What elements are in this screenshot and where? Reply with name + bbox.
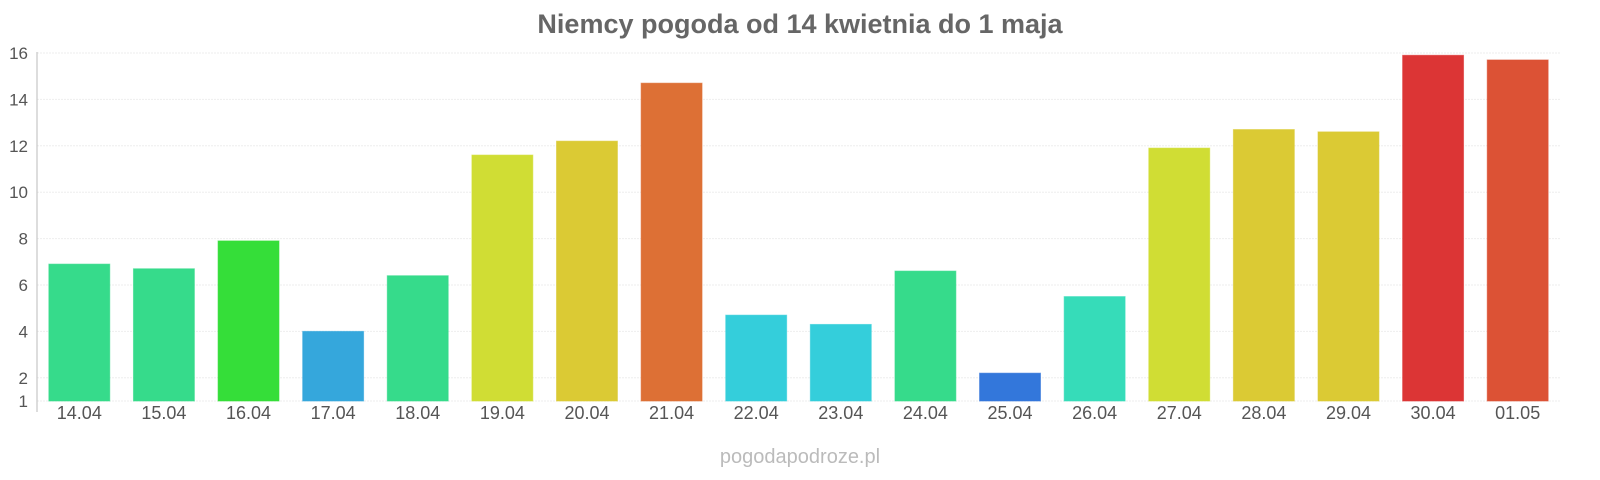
grid-lines [37, 52, 1560, 402]
bar-16.04[interactable] [217, 240, 280, 402]
y-tick-label: 8 [19, 230, 28, 249]
bar-29.04[interactable] [1317, 131, 1380, 402]
bar-25.04[interactable] [979, 372, 1041, 402]
y-tick-label: 2 [19, 369, 28, 388]
bar-24.04[interactable] [894, 270, 957, 402]
y-tick-label: 10 [9, 183, 28, 202]
bar-28.04[interactable] [1232, 129, 1295, 402]
x-tick-label: 20.04 [564, 403, 609, 423]
bar-30.04[interactable] [1402, 54, 1465, 402]
x-tick-label: 01.05 [1495, 403, 1540, 423]
x-axis-ticks: 14.04 15.04 16.04 17.04 18.04 19.04 20.04 21.04… [57, 403, 1540, 423]
x-tick-label: 27.04 [1157, 403, 1202, 423]
y-tick-label: 1 [19, 392, 28, 411]
x-tick-label: 26.04 [1072, 403, 1117, 423]
x-tick-label: 21.04 [649, 403, 694, 423]
bar-26.04[interactable] [1063, 296, 1126, 402]
bar-20.04[interactable] [556, 140, 618, 402]
x-tick-label: 18.04 [395, 403, 440, 423]
bar-17.04[interactable] [302, 330, 365, 402]
bar-14.04[interactable] [48, 263, 111, 402]
y-tick-label: 14 [9, 90, 28, 109]
x-tick-label: 28.04 [1241, 403, 1286, 423]
x-tick-label: 15.04 [141, 403, 186, 423]
x-tick-label: 25.04 [988, 403, 1033, 423]
x-tick-label: 30.04 [1411, 403, 1456, 423]
x-tick-label: 24.04 [903, 403, 948, 423]
y-tick-label: 6 [19, 276, 28, 295]
x-tick-label: 29.04 [1326, 403, 1371, 423]
x-tick-label: 17.04 [311, 403, 356, 423]
y-tick-label: 16 [9, 44, 28, 63]
footer-watermark: pogodapodroze.pl [720, 446, 880, 468]
x-tick-label: 19.04 [480, 403, 525, 423]
bar-15.04[interactable] [132, 268, 195, 402]
bar-21.04[interactable] [640, 82, 703, 402]
y-tick-label: 12 [9, 137, 28, 156]
bar-27.04[interactable] [1148, 147, 1211, 402]
bar-22.04[interactable] [725, 314, 788, 402]
bar-19.04[interactable] [471, 154, 534, 402]
x-tick-label: 16.04 [226, 403, 271, 423]
x-tick-label: 14.04 [57, 403, 102, 423]
y-tick-label: 4 [19, 322, 28, 341]
bar-23.04[interactable] [809, 323, 872, 402]
bar-01.05[interactable] [1486, 59, 1549, 402]
bars [48, 54, 1549, 402]
bar-18.04[interactable] [386, 275, 449, 402]
x-tick-label: 23.04 [818, 403, 863, 423]
x-tick-label: 22.04 [734, 403, 779, 423]
chart-title: Niemcy pogoda od 14 kwietnia do 1 maja [537, 9, 1063, 39]
